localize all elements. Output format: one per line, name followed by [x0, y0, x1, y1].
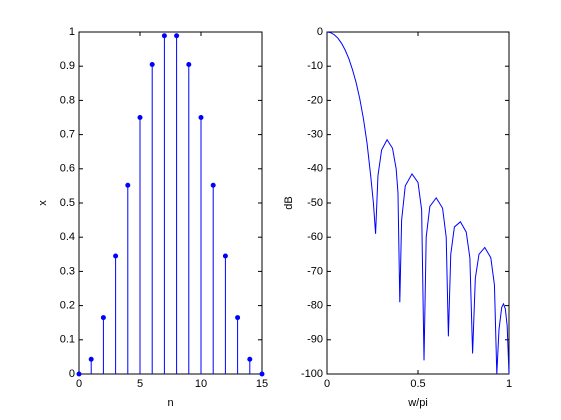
stem-marker [198, 115, 204, 120]
y-tick-label: 0.1 [60, 334, 75, 346]
y-tick-label: 0.7 [60, 129, 75, 141]
axes: 0 5 10 15 0 0.1 0.2 0.3 0.4 0.5 0.6 0.7 0.8 0.9 1 n x [37, 26, 268, 409]
x-tick-label: 10 [195, 378, 207, 390]
y-tick-label: 0.3 [60, 265, 75, 277]
stem-marker [210, 182, 216, 188]
stem-marker [100, 315, 106, 321]
axes: 0 0.5 1 0 -10 -20 -30 -40 -50 -60 -70 -80 -90 -100 w/p… [283, 26, 512, 409]
y-tick-label: 1 [69, 26, 75, 38]
y-tick-label: 0.2 [60, 300, 75, 312]
y-tick-label: 0.5 [60, 197, 75, 209]
y-tick-label: -50 [307, 197, 323, 209]
y-tick-label: -80 [307, 300, 323, 312]
x-tick-label: 0.5 [410, 378, 425, 390]
stem-marker [259, 371, 265, 377]
y-tick-label: 0.6 [60, 163, 75, 175]
y-axis-label: dB [283, 196, 295, 209]
stem-marker [125, 182, 131, 188]
y-tick-label: 0 [69, 368, 75, 380]
stem-marker [174, 33, 180, 39]
y-axis-label: x [37, 200, 49, 206]
y-tick-label: 0.9 [60, 60, 75, 72]
y-tick-label: -90 [307, 334, 323, 346]
x-tick-label: 0 [76, 378, 82, 390]
stem-marker [149, 61, 155, 67]
stem-marker [186, 61, 192, 67]
x-axis-label: w/pi [407, 397, 428, 409]
x-tick-label: 15 [256, 378, 268, 390]
stem-marker [137, 115, 143, 120]
stem-marker [88, 356, 94, 362]
x-axis-label: n [167, 397, 173, 409]
axes-box [78, 31, 263, 375]
y-tick-label: -100 [301, 368, 323, 380]
x-tick-label: 5 [137, 378, 143, 390]
y-tick-label: 0 [317, 26, 323, 38]
stem-marker [247, 356, 253, 362]
y-tick-label: 0.4 [60, 231, 75, 243]
y-tick-label: -40 [307, 163, 323, 175]
y-tick-label: -70 [307, 265, 323, 277]
y-tick-label: -10 [307, 60, 323, 72]
stem-marker [222, 253, 228, 259]
y-tick-label: -60 [307, 231, 323, 243]
line [326, 31, 510, 375]
y-tick-label: -30 [307, 129, 323, 141]
y-tick-label: 0.8 [60, 94, 75, 106]
stem-marker [113, 253, 119, 259]
x-tick-label: 1 [506, 378, 512, 390]
axes-box [326, 31, 510, 375]
x-tick-label: 0 [324, 378, 330, 390]
stem-marker [76, 371, 82, 377]
y-tick-label: -20 [307, 94, 323, 106]
stem-marker [235, 315, 241, 321]
stem-marker [161, 33, 167, 39]
